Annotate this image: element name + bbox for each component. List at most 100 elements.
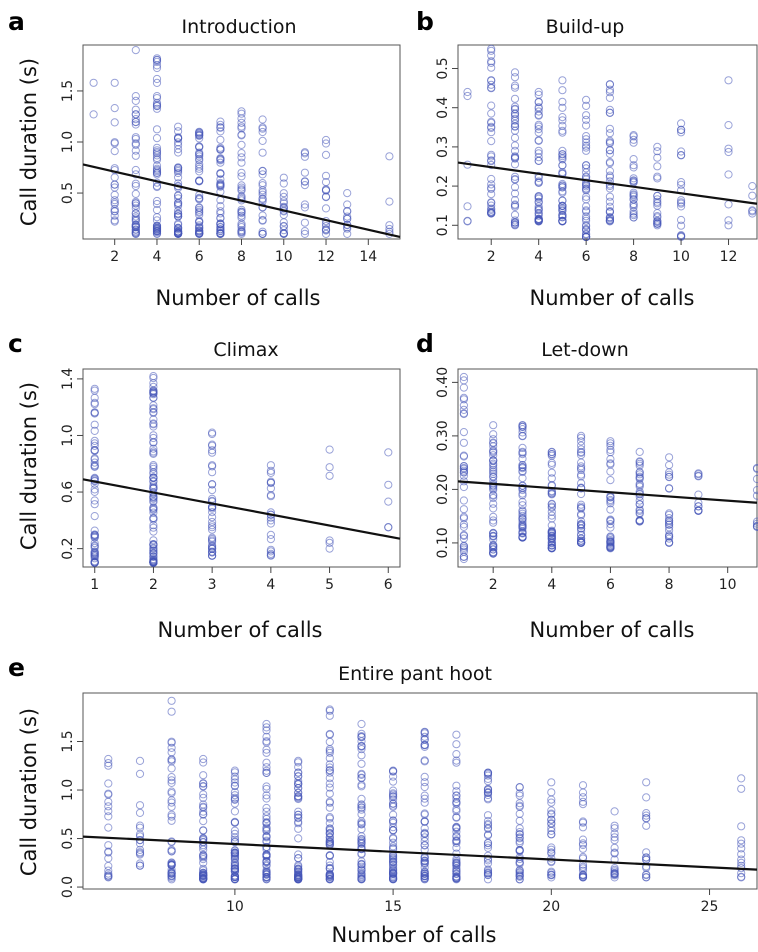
data-point [167,812,176,821]
data-point [489,481,498,490]
data-point [629,201,638,210]
data-point [489,467,498,476]
data-point [510,68,520,77]
data-point [325,746,334,755]
data-point [577,524,586,533]
data-point [237,213,246,222]
data-point [510,202,520,211]
data-point [294,784,303,793]
data-point [577,433,586,442]
data-point [230,865,239,874]
data-point [195,148,204,157]
data-point [534,153,543,162]
data-point [104,779,113,788]
data-point [737,784,746,793]
data-point [135,808,145,818]
data-point [606,541,615,551]
data-point [452,791,461,800]
data-point [262,763,271,772]
data-point [635,470,644,479]
data-point [558,201,567,210]
data-point [489,504,498,513]
data-point [90,393,99,402]
data-point [489,469,498,478]
y-tick-label: 0.5 [435,57,451,79]
y-axis-a: 0.5 1.0 1.5 [60,80,83,204]
data-point [110,183,119,192]
data-point [266,519,275,528]
data-point [325,471,334,480]
data-point [104,866,113,875]
data-point [653,162,662,171]
data-point [452,750,461,759]
data-point [131,151,140,160]
data-point [152,134,162,143]
data-point [357,794,366,804]
data-point [582,161,591,170]
data-point [357,800,366,809]
data-point [152,125,162,134]
data-point [167,798,176,807]
data-point [152,227,162,236]
data-point [665,453,674,462]
data-point [665,516,674,525]
data-point [420,869,429,879]
data-point [635,474,644,483]
x-tick-label: 15 [384,899,402,915]
trend-line [82,835,758,871]
data-point [135,830,145,839]
panel-e: e Entire pant hoot Call duration (s) Num… [8,653,758,947]
data-point [230,795,239,805]
panel-label-a: a [8,7,25,36]
data-point [534,103,543,112]
data-point [149,544,158,553]
data-point [487,190,496,199]
data-point [547,845,556,854]
data-point [459,531,468,541]
data-point [459,383,468,392]
data-point [300,168,309,177]
data-point [262,814,271,824]
data-point [135,823,145,832]
data-point [629,155,638,164]
x-axis-e: 10 15 20 25 [226,889,718,915]
data-point [266,484,275,493]
data-point [152,104,162,113]
data-point [174,206,183,215]
data-point [605,197,615,206]
data-point [610,824,619,833]
data-point [131,96,140,106]
data-point [452,832,461,841]
data-point [420,732,429,741]
data-point [487,150,496,159]
data-point [357,780,366,790]
data-point [110,211,119,220]
plot-frame-e [82,692,758,890]
data-point [459,409,468,419]
data-point [90,439,99,448]
data-point [610,843,619,852]
data-point [606,493,615,502]
y-tick-label: 1.5 [60,730,76,752]
data-point [131,189,140,198]
data-point [266,530,275,540]
data-point [389,838,398,847]
x-tick-label: 10 [226,899,244,915]
data-point [104,797,113,806]
data-point [294,788,303,797]
data-point [677,147,686,156]
data-point [582,164,591,173]
y-tick-label: 0.2 [435,175,451,197]
data-point [279,179,288,188]
x-axis-label-c: Number of calls [158,618,323,642]
data-point [110,198,119,207]
data-point [131,199,140,208]
panel-b: b Build-up Number of calls 2 4 6 8 10 12 0.10… [416,7,758,310]
data-point [325,730,334,739]
data-point [547,500,556,509]
data-point [216,123,225,132]
data-point [262,737,271,746]
data-point [237,228,246,237]
data-point [420,742,429,752]
data-point [216,214,225,223]
